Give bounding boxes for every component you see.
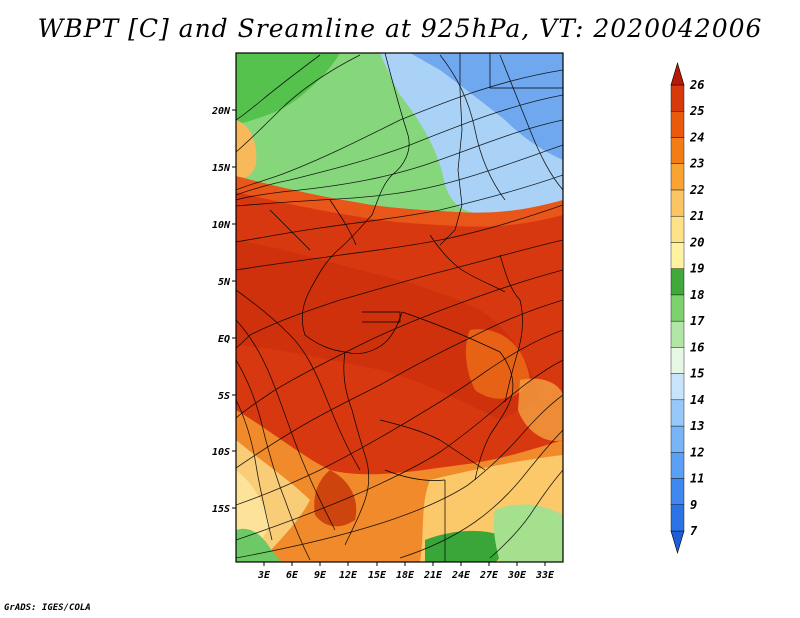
colorbar-label: 14 xyxy=(690,393,704,407)
lat-label-eq: EQ xyxy=(218,334,230,345)
colorbar-arrow-top xyxy=(670,61,685,86)
colorbar-label: 11 xyxy=(690,472,704,486)
latitude-axis: 20N 15N 10N 5N EQ 5S 10S 15S xyxy=(211,106,236,515)
colorbar-label: 15 xyxy=(690,367,704,381)
lon-label-3e: 3E xyxy=(257,570,271,581)
credit-footer: GrADS: IGES/COLA xyxy=(4,603,91,613)
lat-label-10n: 10N xyxy=(212,220,231,231)
lon-label-18e: 18E xyxy=(396,570,415,581)
colorbar-swatch xyxy=(670,163,685,191)
lat-label-5n: 5N xyxy=(218,277,231,288)
lon-label-21e: 21E xyxy=(423,570,443,581)
colorbar-swatch xyxy=(670,84,685,112)
colorbar-label: 12 xyxy=(690,445,704,459)
colorbar-swatch xyxy=(670,111,685,138)
colorbar-swatch xyxy=(670,504,685,532)
lat-label-20n: 20N xyxy=(211,106,231,117)
lon-label-15e: 15E xyxy=(368,570,387,581)
lat-label-15s: 15S xyxy=(212,504,230,515)
colorbar-label: 25 xyxy=(689,104,704,118)
colorbar-swatch xyxy=(670,320,685,348)
shaded-field xyxy=(236,53,563,562)
lon-label-30e: 30E xyxy=(507,570,527,581)
colorbar-swatch xyxy=(670,452,685,479)
colorbar-label: 9 xyxy=(690,498,697,512)
colorbar-label: 24 xyxy=(689,130,704,144)
colorbar-label: 21 xyxy=(689,209,704,223)
colorbar-label: 17 xyxy=(690,314,705,328)
colorbar-swatch xyxy=(670,478,685,505)
colorbar-swatch xyxy=(670,373,685,401)
country-borders xyxy=(269,53,563,562)
colorbar-label: 22 xyxy=(689,183,704,197)
colorbar-swatch xyxy=(670,425,685,453)
longitude-axis: 3E 6E 9E 12E 15E 18E 21E 24E 27E 30E 33E xyxy=(257,562,555,581)
colorbar-swatch xyxy=(670,215,685,243)
lon-label-12e: 12E xyxy=(339,570,358,581)
colorbar-swatch xyxy=(670,347,685,374)
lon-label-27e: 27E xyxy=(479,570,499,581)
lon-label-33e: 33E xyxy=(535,570,555,581)
colorbar-swatch xyxy=(670,189,685,217)
colorbar: 7 9 11 12 13 14 15 16 17 18 19 20 21 22 23 24 25 26 xyxy=(670,61,705,555)
colorbar-label: 19 xyxy=(690,262,704,276)
lat-label-5s: 5S xyxy=(218,391,230,402)
streamlines xyxy=(236,54,563,561)
colorbar-arrow-bottom xyxy=(670,530,685,555)
colorbar-label: 13 xyxy=(690,419,704,433)
colorbar-label: 20 xyxy=(689,235,704,249)
lat-label-15n: 15N xyxy=(212,163,231,174)
map-title: WBPT [C] and Sreamline at 925hPa, VT: 20… xyxy=(37,14,763,43)
colorbar-label: 23 xyxy=(689,157,704,171)
colorbar-label: 18 xyxy=(690,288,704,302)
colorbar-label: 7 xyxy=(690,524,698,538)
colorbar-label: 16 xyxy=(690,340,704,354)
colorbar-swatch xyxy=(670,242,685,269)
colorbar-swatch xyxy=(670,268,685,296)
colorbar-label: 26 xyxy=(689,78,704,92)
colorbar-swatch xyxy=(670,137,685,164)
map-frame xyxy=(235,52,564,563)
lat-label-10s: 10S xyxy=(212,447,230,458)
colorbar-swatch xyxy=(670,294,685,322)
lon-label-6e: 6E xyxy=(286,570,299,581)
lon-label-24e: 24E xyxy=(451,570,471,581)
lon-label-9e: 9E xyxy=(314,570,327,581)
colorbar-swatch xyxy=(670,399,685,427)
